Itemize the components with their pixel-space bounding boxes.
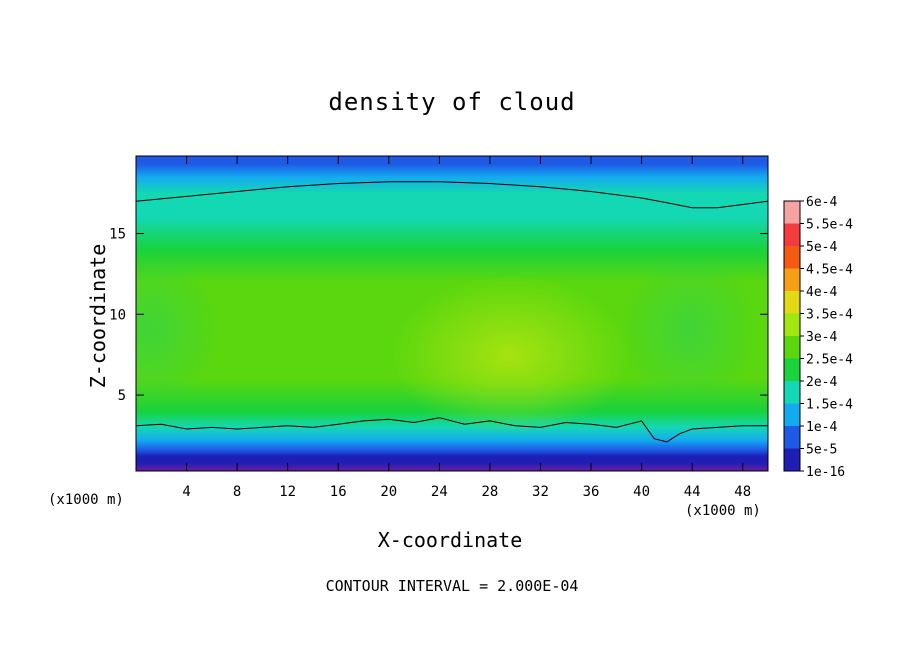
x-tick-label: 4	[182, 484, 190, 500]
high-density-region	[390, 275, 630, 435]
colorbar-swatch	[784, 201, 800, 224]
colorbar-label: 6e-4	[806, 195, 837, 210]
colorbar-label: 2.5e-4	[806, 353, 853, 368]
colorbar-label: 1e-16	[806, 465, 845, 480]
x-tick-label: 44	[684, 484, 701, 500]
colorbar-label: 1e-4	[806, 420, 837, 435]
contour-interval-note: CONTOUR INTERVAL = 2.000E-04	[325, 577, 579, 595]
colorbar-swatch	[784, 268, 800, 292]
y-tick-label: 5	[118, 388, 126, 404]
plot-area	[135, 155, 769, 472]
chart-title: density of cloud	[328, 88, 576, 116]
colorbar-swatch	[784, 223, 800, 247]
y-tick-label: 15	[109, 227, 126, 243]
colorbar-label: 5.5e-4	[806, 218, 853, 233]
x-axis: 4 8 12 16 20 24 28 32 36 40 44 48	[182, 156, 751, 500]
colorbar-label: 5e-5	[806, 443, 837, 458]
colorbar-label: 2e-4	[806, 375, 837, 390]
left-low-region	[136, 250, 220, 410]
contour-line	[136, 181, 768, 209]
y-axis: 5 10 15	[109, 227, 768, 404]
colorbar-label: 3e-4	[806, 330, 837, 345]
colorbar-swatch	[784, 381, 800, 404]
x-tick-label: 36	[583, 484, 600, 500]
colorbar-swatch	[784, 291, 800, 314]
colorbar-swatch	[784, 313, 800, 337]
x-tick-label: 28	[481, 484, 498, 500]
x-tick-label: 48	[734, 484, 751, 500]
x-tick-label: 32	[532, 484, 549, 500]
colorbar-swatch	[784, 403, 800, 427]
plot-frame	[135, 155, 769, 472]
contour-line	[136, 417, 768, 443]
colorbar-label: 1.5e-4	[806, 398, 853, 413]
x-tick-label: 16	[330, 484, 347, 500]
z-axis-unit-label: (x1000 m)	[685, 503, 761, 519]
right-low-region	[620, 250, 760, 410]
colorbar-swatch	[784, 358, 800, 382]
x-tick-label: 40	[633, 484, 650, 500]
colorbar-label: 4.5e-4	[806, 263, 853, 278]
colorbar-label: 4e-4	[806, 285, 837, 300]
colorbar-swatch	[784, 246, 800, 269]
colorbar-label: 5e-4	[806, 240, 837, 255]
colorbar-swatch	[784, 336, 800, 359]
contour-lines	[136, 181, 768, 443]
colorbar-swatch	[784, 448, 800, 472]
x-tick-label: 20	[380, 484, 397, 500]
x-axis-label: X-coordinate	[377, 528, 523, 552]
colorbar-label: 3.5e-4	[806, 308, 853, 323]
colorbar-swatch	[784, 426, 800, 449]
colorbar: 6e-4 5.5e-4 5e-4 4.5e-4 4e-4 3.5e-4 3e-4 2.5e-4…	[783, 195, 853, 480]
x-tick-label: 8	[233, 484, 241, 500]
x-axis-unit-label: (x1000 m)	[48, 492, 124, 508]
y-tick-label: 10	[109, 307, 126, 323]
x-tick-label: 12	[279, 484, 296, 500]
x-tick-label: 24	[431, 484, 448, 500]
